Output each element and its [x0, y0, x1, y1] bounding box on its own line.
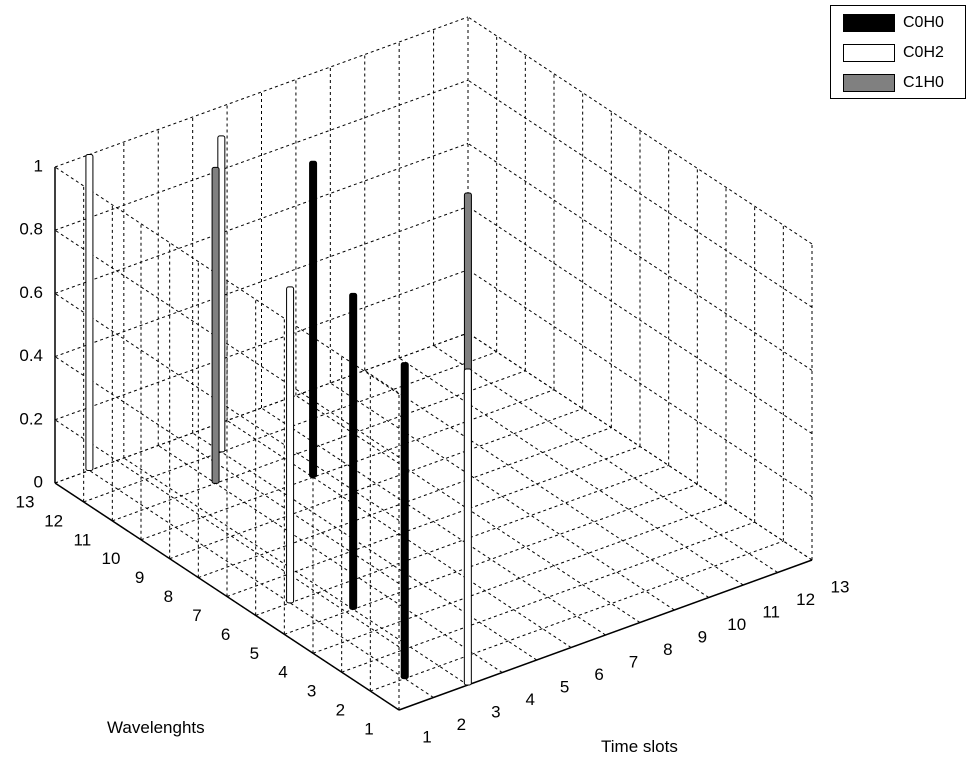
floor-gridline-y [83, 351, 497, 503]
x-axis-line [398, 559, 813, 711]
right-wall-gridline-horizontal [467, 16, 813, 245]
y-axis-line [54, 482, 400, 711]
floor-gridline-x [364, 370, 710, 598]
legend-item-c1h0: C1H0 [843, 73, 944, 93]
bar-c0h2-x2-y13 [85, 154, 94, 471]
x-tick-label-9: 9 [698, 627, 707, 646]
legend: C0H0 C0H2 C1H0 [830, 5, 966, 99]
bar-layer [85, 135, 472, 686]
left-wall-gridline-horizontal [54, 229, 400, 458]
legend-label-c1h0: C1H0 [903, 74, 944, 91]
bar-c0h0-x6-y10 [309, 160, 318, 478]
back-wall-gridline-horizontal [54, 332, 469, 484]
y-tick-label-6: 6 [221, 625, 230, 644]
right-wall-gridline-horizontal [467, 206, 813, 435]
x-tick-label-2: 2 [457, 715, 466, 734]
legend-item-c0h2: C0H2 [843, 43, 944, 63]
floor-gridline-y [140, 389, 555, 541]
right-wall-gridline-horizontal [467, 142, 813, 371]
legend-swatch-c0h2 [843, 44, 895, 62]
back-wall-gridline-horizontal [54, 79, 469, 231]
y-tick-label-13: 13 [16, 492, 35, 511]
x-tick-label-11: 11 [762, 602, 780, 621]
left-wall-gridline-horizontal [54, 419, 400, 648]
bar-c0h0-x3-y5 [349, 292, 358, 610]
z-tick-label-0: 0 [34, 472, 43, 491]
bar-c0h2-x2-y6 [286, 286, 295, 604]
y-tick-label-3: 3 [307, 682, 316, 701]
floor-gridline-y [255, 464, 669, 616]
y-tick-label-1: 1 [364, 719, 373, 738]
z-tick-label-1: 1 [34, 156, 43, 175]
y-tick-label-2: 2 [336, 701, 345, 720]
y-tick-label-4: 4 [278, 663, 287, 682]
x-tick-label-3: 3 [491, 702, 500, 721]
right-wall-gridline-horizontal [467, 269, 813, 498]
x-tick-label-6: 6 [594, 665, 603, 684]
x-tick-label-7: 7 [629, 652, 638, 671]
floor-gridline-x [330, 382, 675, 611]
floor-gridline-y [370, 540, 784, 692]
floor-gridline-x [398, 357, 744, 586]
x-tick-label-10: 10 [727, 615, 746, 634]
left-wall-gridline-horizontal [54, 166, 400, 395]
legend-item-c0h0: C0H0 [843, 13, 944, 33]
x-tick-label-8: 8 [663, 640, 672, 659]
right-wall-gridline-horizontal [467, 79, 813, 308]
floor-gridline-y [284, 483, 698, 635]
bar-c0h2-x3-y1 [463, 368, 472, 686]
legend-swatch-c1h0 [843, 74, 895, 92]
y-tick-label-12: 12 [44, 511, 63, 530]
floor-gridline-y [169, 408, 583, 560]
back-wall-gridline-horizontal [54, 269, 469, 421]
floor-gridline-x [433, 345, 778, 573]
y-tick-label-10: 10 [102, 549, 121, 568]
z-tick-label-0.2: 0.2 [19, 409, 43, 428]
x-tick-label-13: 13 [831, 577, 850, 596]
legend-label-c0h2: C0H2 [903, 44, 944, 61]
tick-layer: 123456789101112131234567891011121300.20.… [16, 156, 850, 746]
floor-gridline-y [112, 370, 526, 522]
back-wall-gridline-horizontal [54, 206, 469, 358]
y-tick-label-7: 7 [192, 606, 201, 625]
x-tick-label-5: 5 [560, 677, 569, 696]
x-tick-label-4: 4 [526, 690, 535, 709]
x-tick-label-12: 12 [796, 590, 815, 609]
y-axis-title: Wavelenghts [107, 718, 205, 737]
bar-c0h0-x2-y2 [400, 362, 409, 680]
floor-gridline-x [261, 407, 606, 636]
z-tick-label-0.6: 0.6 [19, 283, 43, 302]
back-wall-gridline-horizontal [54, 142, 469, 294]
legend-swatch-c0h0 [843, 14, 895, 32]
x-tick-label-1: 1 [422, 727, 431, 746]
y-tick-label-11: 11 [74, 530, 92, 549]
y-tick-label-5: 5 [250, 644, 259, 663]
back-wall-gridline-horizontal [54, 16, 469, 168]
left-wall-gridline-horizontal [54, 356, 400, 585]
bar-c1h0-x4-y11 [211, 166, 220, 484]
x-axis-title: Time slots [601, 737, 678, 756]
z-tick-label-0.4: 0.4 [19, 346, 43, 365]
left-wall-gridline-horizontal [54, 292, 400, 521]
z-tick-label-0.8: 0.8 [19, 220, 43, 239]
y-tick-label-9: 9 [135, 568, 144, 587]
legend-label-c0h0: C0H0 [903, 14, 944, 31]
right-wall-gridline-horizontal [467, 332, 813, 561]
y-tick-label-8: 8 [164, 587, 173, 606]
